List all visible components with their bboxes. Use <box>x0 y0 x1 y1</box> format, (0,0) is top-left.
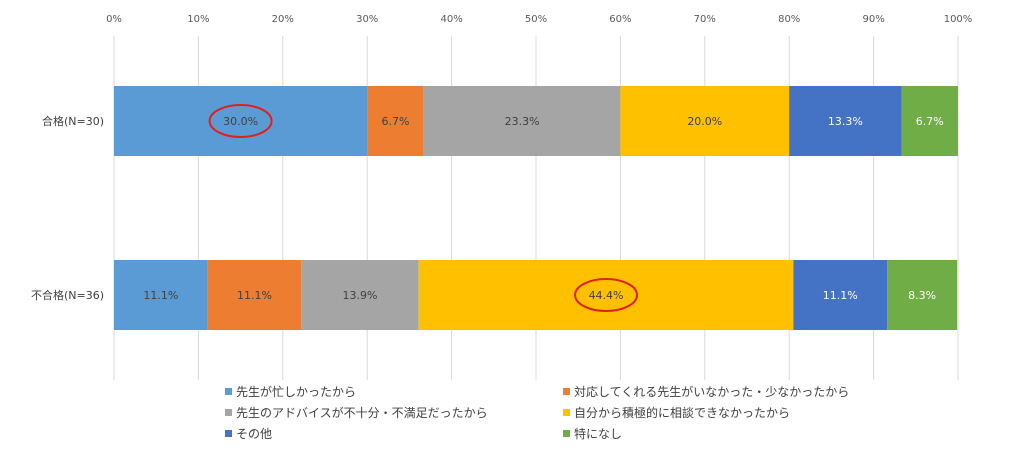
category-labels: 合格(N=30) 不合格(N=36) <box>31 114 104 302</box>
bars: 30.0% 6.7% 23.3% 20.0% 13.3% 6.7% 11.1% 11.1% 13… <box>114 86 958 330</box>
legend-label: 自分から積極的に相談できなかったから <box>574 406 791 420</box>
bar-segment <box>423 86 621 156</box>
x-tick-label: 80% <box>778 14 800 25</box>
bar-segment <box>887 260 958 330</box>
legend-swatch <box>225 388 232 395</box>
legend-label: その他 <box>236 427 273 441</box>
bar-segment <box>901 86 958 156</box>
data-label: 20.0% <box>687 115 722 128</box>
data-label: 11.1% <box>823 289 858 302</box>
data-label: 13.9% <box>343 289 378 302</box>
x-tick-label: 20% <box>272 14 294 25</box>
legend-item: 特になし <box>563 425 901 442</box>
x-axis-ticks: 0% 10% 20% 30% 40% 50% 60% 70% 80% 90% 100% <box>106 14 972 25</box>
bar-segment <box>789 86 902 156</box>
bar-segment <box>793 260 888 330</box>
legend-swatch <box>563 409 570 416</box>
x-tick-label: 100% <box>944 14 973 25</box>
legend-item: 先生が忙しかったから <box>225 383 563 400</box>
bar-segment <box>367 86 424 156</box>
bar-segment <box>301 260 419 330</box>
data-label: 11.1% <box>237 289 272 302</box>
legend-item: その他 <box>225 425 563 442</box>
x-tick-label: 90% <box>862 14 884 25</box>
bar-segment <box>207 260 302 330</box>
category-label: 合格(N=30) <box>42 114 104 128</box>
data-label: 23.3% <box>505 115 540 128</box>
legend-swatch <box>225 430 232 437</box>
legend-swatch <box>225 409 232 416</box>
data-label: 13.3% <box>828 115 863 128</box>
x-tick-label: 70% <box>694 14 716 25</box>
x-tick-label: 60% <box>609 14 631 25</box>
x-tick-label: 40% <box>440 14 462 25</box>
highlight-ellipse <box>574 278 639 312</box>
category-label: 不合格(N=36) <box>31 288 104 302</box>
bar-segment <box>418 260 794 330</box>
highlight-ellipses <box>208 104 639 312</box>
x-tick-label: 10% <box>187 14 209 25</box>
legend-swatch <box>563 388 570 395</box>
data-label: 6.7% <box>381 115 409 128</box>
legend-item: 自分から積極的に相談できなかったから <box>563 404 901 421</box>
legend-label: 特になし <box>574 427 623 441</box>
legend-item: 対応してくれる先生がいなかった・少なかったから <box>563 383 901 400</box>
x-tick-label: 50% <box>525 14 547 25</box>
legend-label: 先生が忙しかったから <box>236 385 357 399</box>
x-tick-label: 0% <box>106 14 122 25</box>
data-label: 8.3% <box>908 289 936 302</box>
legend-label: 先生のアドバイスが不十分・不満足だったから <box>236 406 488 420</box>
highlight-ellipse <box>208 104 273 138</box>
bar-segment <box>114 260 208 330</box>
data-label: 11.1% <box>143 289 178 302</box>
legend-label: 対応してくれる先生がいなかった・少なかったから <box>574 385 850 399</box>
data-label: 6.7% <box>916 115 944 128</box>
x-tick-label: 30% <box>356 14 378 25</box>
legend-item: 先生のアドバイスが不十分・不満足だったから <box>225 404 563 421</box>
legend: 先生が忙しかったから 対応してくれる先生がいなかった・少なかったから先生のアドバイ… <box>225 383 925 442</box>
data-label: 30.0% <box>223 115 258 128</box>
legend-swatch <box>563 430 570 437</box>
bar-segment <box>114 86 368 156</box>
bar-segment <box>620 86 790 156</box>
data-label: 44.4% <box>589 289 624 302</box>
